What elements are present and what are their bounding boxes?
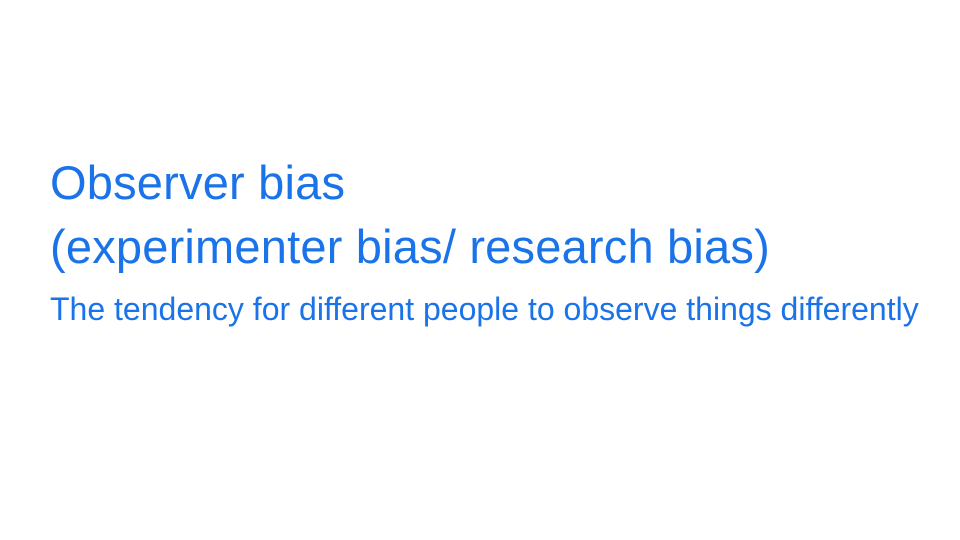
slide-title: Observer bias (experimenter bias/ resear… bbox=[50, 151, 940, 279]
title-line-1: Observer bias bbox=[50, 156, 346, 209]
slide-content: Observer bias (experimenter bias/ resear… bbox=[50, 151, 940, 333]
title-line-2: (experimenter bias/ research bias) bbox=[50, 220, 770, 273]
definition-text: The tendency for different people to obs… bbox=[50, 291, 919, 327]
